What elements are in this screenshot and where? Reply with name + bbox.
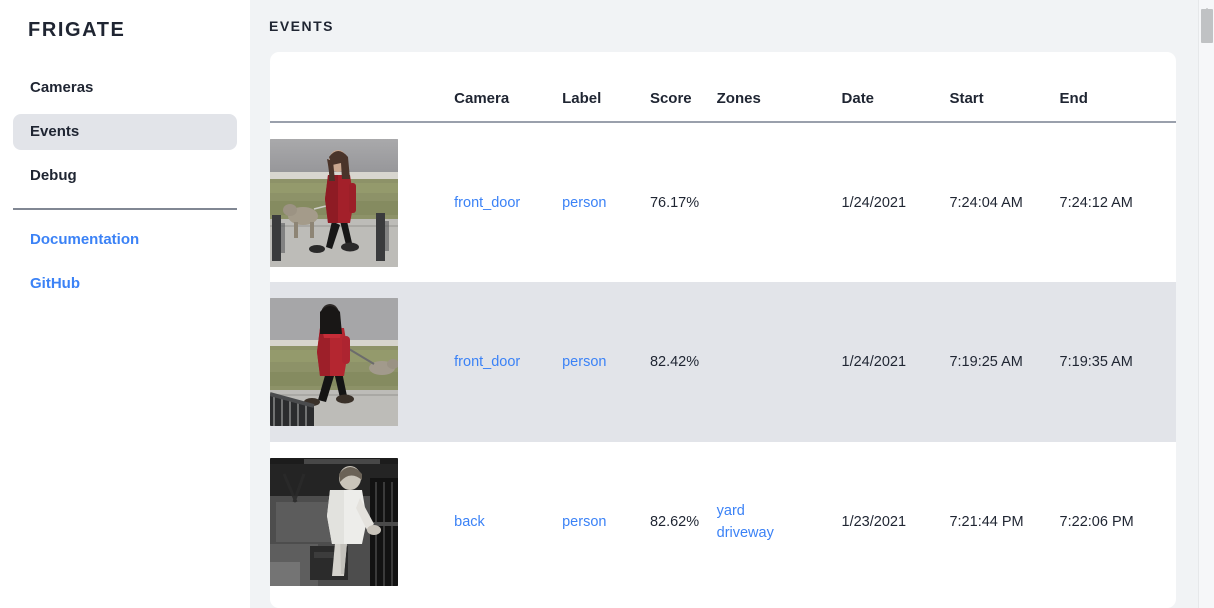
event-label-link[interactable]: person (562, 514, 607, 530)
table-row[interactable]: front_door person 76.17% 1/24/2021 7:24:… (270, 122, 1176, 282)
column-header-date[interactable]: Date (841, 90, 875, 107)
event-thumbnail-image[interactable] (270, 458, 398, 586)
table-row[interactable]: front_door person 82.42% 1/24/2021 7:19:… (270, 282, 1176, 442)
event-thumbnail-cell[interactable] (270, 442, 454, 602)
event-label-cell: person (562, 282, 650, 442)
event-zone-link[interactable]: driveway (716, 525, 774, 541)
sidebar-external-links: Documentation GitHub (0, 222, 250, 302)
event-date-value: 1/24/2021 (841, 194, 907, 211)
event-date-value: 1/24/2021 (841, 282, 950, 442)
sidebar-divider (13, 208, 237, 210)
events-table-head: Camera Label Score Zones Date Start End (270, 52, 1176, 122)
column-header-camera[interactable]: Camera (454, 90, 510, 107)
event-end-value: 7:19:35 AM (1059, 282, 1176, 442)
event-thumbnail-image[interactable] (270, 298, 398, 426)
event-zones-cell: yard driveway (717, 442, 842, 602)
sidebar-item-cameras[interactable]: Cameras (30, 79, 94, 96)
event-label-cell: person (562, 122, 650, 282)
event-label-link[interactable]: person (562, 354, 607, 370)
sidebar-item-events[interactable]: Events (13, 114, 237, 150)
table-row[interactable]: back person 82.62% yard driveway 1/23/20… (270, 442, 1176, 602)
event-zones-cell (716, 282, 842, 442)
event-thumbnail-cell[interactable] (270, 282, 455, 442)
event-score-value: 82.42% (649, 282, 717, 442)
column-header-thumbnail (270, 52, 454, 122)
event-zones-cell (717, 122, 842, 282)
event-thumbnail-cell[interactable] (270, 122, 454, 282)
column-header-end[interactable]: End (1059, 90, 1088, 107)
column-header-zones[interactable]: Zones (716, 90, 761, 107)
event-start-value: 7:19:25 AM (949, 282, 1060, 442)
scrollbar-thumb[interactable] (1201, 9, 1213, 43)
sidebar-item-debug[interactable]: Debug (30, 167, 77, 184)
main-content: EVENTS Camera Label Score Zones Date Sta… (250, 0, 1214, 608)
event-camera-cell: back (454, 442, 562, 602)
sidebar-nav: Cameras Events Debug (0, 70, 250, 194)
sidebar-link-github[interactable]: GitHub (30, 275, 80, 292)
event-score-value: 82.62% (649, 514, 700, 530)
event-camera-cell: front_door (454, 282, 563, 442)
events-card: Camera Label Score Zones Date Start End (270, 52, 1176, 608)
page-scrollbar[interactable] (1198, 0, 1214, 608)
event-camera-link[interactable]: back (454, 514, 485, 530)
events-table-header-row: Camera Label Score Zones Date Start End (270, 52, 1176, 122)
event-zone-link[interactable]: yard (716, 502, 745, 519)
event-thumbnail-image[interactable] (270, 138, 398, 267)
column-header-label[interactable]: Label (562, 90, 602, 107)
page-title: EVENTS (269, 18, 335, 34)
events-table: Camera Label Score Zones Date Start End (270, 52, 1176, 602)
sidebar: FRIGATE Cameras Events Debug Documentati… (0, 0, 250, 608)
event-camera-cell: front_door (454, 122, 562, 282)
column-header-start[interactable]: Start (949, 90, 984, 107)
event-date-value: 1/23/2021 (841, 514, 907, 530)
event-end-value: 7:24:12 AM (1059, 194, 1133, 211)
app-brand-title: FRIGATE (28, 19, 126, 41)
event-start-value: 7:21:44 PM (949, 514, 1024, 530)
event-camera-link[interactable]: front_door (454, 194, 521, 211)
events-table-body: front_door person 76.17% 1/24/2021 7:24:… (270, 122, 1176, 602)
sidebar-link-documentation[interactable]: Documentation (30, 231, 140, 248)
event-camera-link[interactable]: front_door (454, 354, 521, 370)
event-start-value: 7:24:04 AM (949, 194, 1023, 211)
event-score-value: 76.17% (649, 194, 700, 211)
column-header-score[interactable]: Score (649, 90, 692, 107)
event-label-link[interactable]: person (562, 194, 607, 211)
event-label-cell: person (562, 442, 650, 602)
event-end-value: 7:22:06 PM (1059, 514, 1134, 530)
